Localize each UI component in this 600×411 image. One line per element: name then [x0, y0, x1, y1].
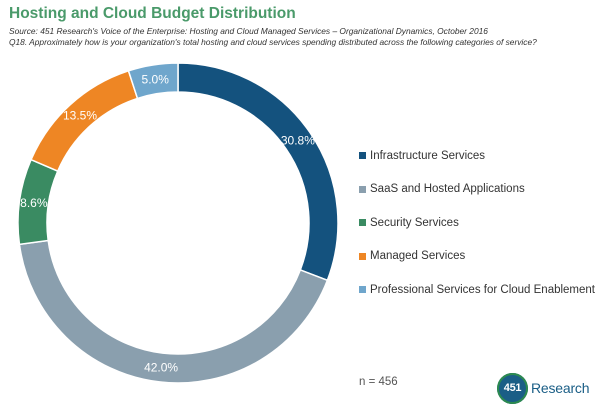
- legend-item-professional-services-for-cloud-enablement: Professional Services for Cloud Enableme…: [359, 281, 595, 298]
- chart-question: Q18. Approximately how is your organizat…: [9, 37, 537, 47]
- data-label-saas-and-hosted-applications: 42.0%: [144, 361, 178, 375]
- data-label-infrastructure-services: 30.8%: [281, 134, 315, 148]
- legend-label: Professional Services for Cloud Enableme…: [370, 283, 596, 296]
- slice-infrastructure-services: [177, 62, 339, 282]
- legend-item-saas-and-hosted-applications: SaaS and Hosted Applications: [359, 181, 595, 198]
- data-label-managed-services: 13.5%: [63, 108, 97, 122]
- sample-size: n = 456: [359, 376, 398, 388]
- logo-badge: 451: [497, 372, 528, 404]
- slice-professional-services-for-cloud-enablement: [127, 62, 179, 100]
- data-label-professional-services-for-cloud-enablement: 5.0%: [142, 72, 170, 86]
- chart-title: Hosting and Cloud Budget Distribution: [9, 5, 296, 22]
- legend-swatch: [359, 219, 366, 226]
- legend-item-infrastructure-services: Infrastructure Services: [359, 147, 595, 164]
- chart-source: Source: 451 Research's Voice of the Ente…: [9, 26, 488, 36]
- chart-legend: Infrastructure Services SaaS and Hosted A…: [359, 147, 595, 315]
- logo-text: Research: [531, 380, 590, 396]
- legend-swatch: [359, 185, 366, 193]
- legend-label: SaaS and Hosted Applications: [370, 183, 525, 195]
- legend-label: Infrastructure Services: [370, 149, 486, 162]
- logo-451-research: 451 Research: [497, 372, 590, 404]
- legend-label: Security Services: [370, 216, 459, 229]
- legend-label: Managed Services: [370, 250, 466, 262]
- legend-item-managed-services: Managed Services: [359, 248, 595, 265]
- legend-item-security-services: Security Services: [359, 214, 595, 231]
- legend-swatch: [359, 252, 366, 260]
- legend-swatch: [359, 152, 366, 159]
- legend-swatch: [359, 286, 366, 293]
- data-label-security-services: 8.6%: [20, 196, 48, 210]
